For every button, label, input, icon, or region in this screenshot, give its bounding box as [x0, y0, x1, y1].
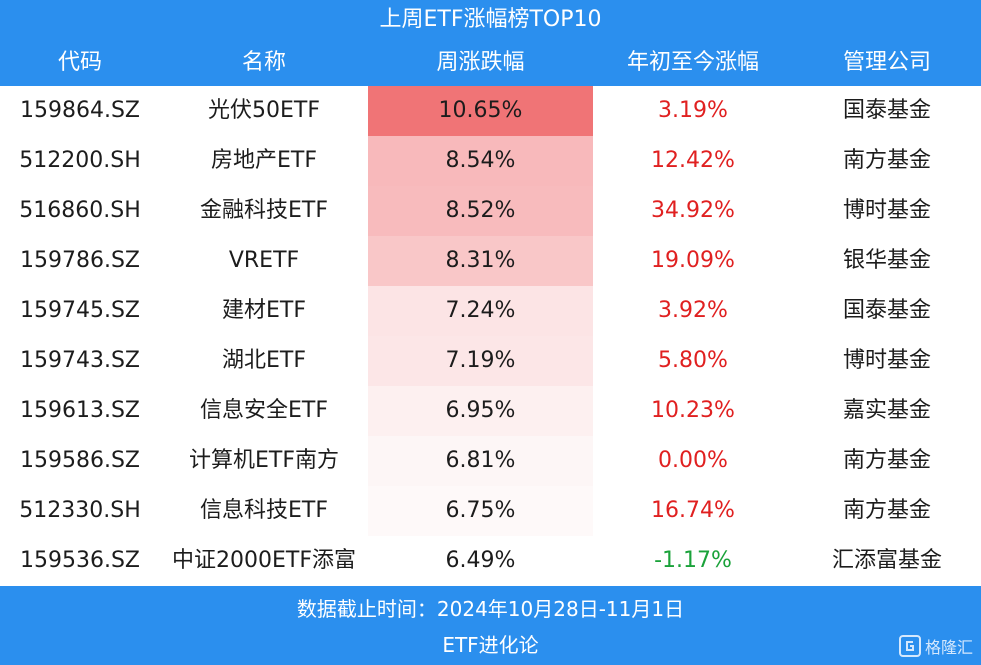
table-footer: 数据截止时间：2024年10月28日-11月1日 ETF进化论 格隆汇 [0, 586, 981, 665]
table-row: 159536.SZ 中证2000ETF添富 6.49% -1.17% 汇添富基金 [0, 536, 981, 586]
cell-weekly-change: 7.19% [368, 336, 593, 386]
cell-ytd-change: 12.42% [651, 148, 735, 173]
cell-ytd-change: 19.09% [651, 248, 735, 273]
cell-name: VRETF [228, 248, 300, 273]
cell-company: 博时基金 [842, 348, 931, 373]
cell-weekly-change: 8.31% [368, 236, 593, 286]
cell-name: 房地产ETF [211, 148, 317, 173]
cell-weekly-change: 8.54% [368, 136, 593, 186]
cell-company: 汇添富基金 [831, 548, 942, 573]
table-row: 159613.SZ 信息安全ETF 6.95% 10.23% 嘉实基金 [0, 386, 981, 436]
cell-company: 国泰基金 [842, 98, 931, 123]
logo-icon [898, 635, 921, 657]
cell-code: 512330.SH [19, 498, 141, 523]
cell-name: 光伏50ETF [208, 98, 320, 123]
cell-weekly-change: 6.95% [368, 386, 593, 436]
cell-ytd-change: 3.19% [658, 98, 728, 123]
header-code: 代码 [57, 50, 102, 75]
cell-ytd-change: 0.00% [658, 448, 728, 473]
table-row: 516860.SH 金融科技ETF 8.52% 34.92% 博时基金 [0, 186, 981, 236]
cell-code: 516860.SH [19, 198, 141, 223]
header-name: 名称 [241, 50, 286, 75]
header-weekly-change: 周涨跌幅 [436, 50, 525, 75]
table-row: 512330.SH 信息科技ETF 6.75% 16.74% 南方基金 [0, 486, 981, 536]
cell-weekly-change: 6.75% [368, 486, 593, 536]
cell-name: 中证2000ETF添富 [172, 548, 356, 573]
watermark-text: 格隆汇 [924, 638, 973, 657]
table-row: 159786.SZ VRETF 8.31% 19.09% 银华基金 [0, 236, 981, 286]
cell-code: 159536.SZ [19, 548, 140, 573]
cell-company: 国泰基金 [842, 298, 931, 323]
cell-weekly-change: 10.65% [368, 86, 593, 136]
cell-ytd-change: 3.92% [658, 298, 728, 323]
cell-name: 湖北ETF [222, 348, 306, 373]
cell-ytd-change: 10.23% [651, 398, 735, 423]
cell-company: 银华基金 [842, 248, 931, 273]
data-date-range: 数据截止时间：2024年10月28日-11月1日 [296, 597, 685, 621]
cell-code: 159786.SZ [19, 248, 140, 273]
cell-company: 南方基金 [842, 448, 931, 473]
cell-code: 159613.SZ [19, 398, 140, 423]
table-row: 159743.SZ 湖北ETF 7.19% 5.80% 博时基金 [0, 336, 981, 386]
cell-weekly-change: 6.81% [368, 436, 593, 486]
table-header-bar: 上周ETF涨幅榜TOP10 代码 名称 周涨跌幅 年初至今涨幅 管理公司 [0, 0, 981, 86]
column-headers: 代码 名称 周涨跌幅 年初至今涨幅 管理公司 [0, 40, 981, 86]
header-company: 管理公司 [842, 50, 931, 75]
table-row: 512200.SH 房地产ETF 8.54% 12.42% 南方基金 [0, 136, 981, 186]
cell-code: 159586.SZ [19, 448, 140, 473]
cell-name: 金融科技ETF [200, 198, 328, 223]
cell-weekly-change: 7.24% [368, 286, 593, 336]
cell-code: 159743.SZ [19, 348, 140, 373]
cell-weekly-change: 6.49% [368, 536, 593, 586]
cell-name: 建材ETF [222, 298, 306, 323]
table-row: 159864.SZ 光伏50ETF 10.65% 3.19% 国泰基金 [0, 86, 981, 136]
cell-company: 南方基金 [842, 148, 931, 173]
header-ytd-change: 年初至今涨幅 [626, 50, 759, 75]
cell-ytd-change: 34.92% [651, 198, 735, 223]
cell-code: 512200.SH [19, 148, 141, 173]
data-source: ETF进化论 [442, 633, 539, 657]
table-title: 上周ETF涨幅榜TOP10 [379, 7, 602, 32]
cell-company: 博时基金 [842, 198, 931, 223]
cell-name: 信息安全ETF [200, 398, 328, 423]
cell-code: 159864.SZ [19, 98, 140, 123]
cell-ytd-change: 16.74% [651, 498, 735, 523]
table-row: 159745.SZ 建材ETF 7.24% 3.92% 国泰基金 [0, 286, 981, 336]
cell-code: 159745.SZ [19, 298, 140, 323]
cell-company: 嘉实基金 [842, 398, 931, 423]
cell-ytd-change: 5.80% [658, 348, 728, 373]
cell-weekly-change: 8.52% [368, 186, 593, 236]
table-body: 159864.SZ 光伏50ETF 10.65% 3.19% 国泰基金 512200.SH… [0, 86, 981, 586]
watermark: 格隆汇 [898, 634, 973, 658]
cell-name: 信息科技ETF [200, 498, 328, 523]
cell-ytd-change: -1.17% [654, 548, 732, 573]
table-row: 159586.SZ 计算机ETF南方 6.81% 0.00% 南方基金 [0, 436, 981, 486]
cell-company: 南方基金 [842, 498, 931, 523]
cell-name: 计算机ETF南方 [189, 448, 339, 473]
